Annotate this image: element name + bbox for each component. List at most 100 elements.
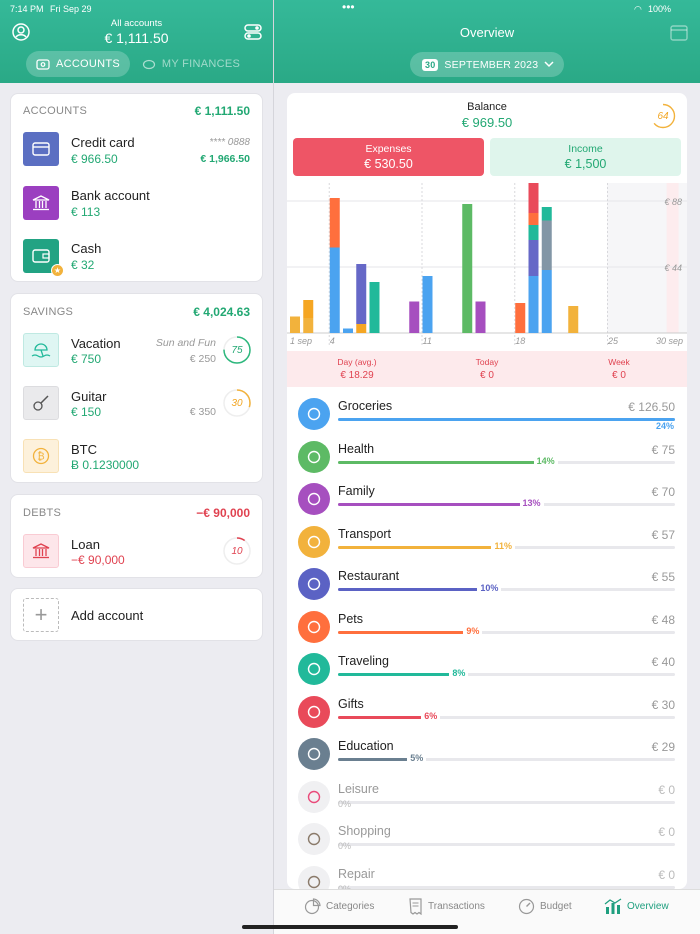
tab-budget[interactable]: Budget [518,898,572,915]
category-row-restaurant[interactable]: Restaurant € 55 10% [287,568,687,610]
category-progress-fill [338,588,479,591]
category-row-education[interactable]: Education € 29 5% [287,738,687,780]
accounts-header: All accounts € 1,111.50 ACCOUNTS MY FINA… [0,0,273,83]
tab-categories[interactable]: Categories [304,898,374,915]
split-divider [273,0,274,934]
savings-balance: Ƀ 0.1230000 [71,458,140,472]
account-balance: € 113 [71,205,101,219]
add-account-button[interactable]: + Add account [10,588,263,641]
calendar-icon[interactable] [669,22,689,42]
category-percent: 5% [407,753,427,763]
guitar-icon [23,386,59,420]
status-time: 7:14 PM [10,4,44,14]
category-name: Groceries [338,399,393,413]
card-limit: € 1,966.50 [200,153,250,165]
overview-panel: Balance € 969.50 64 Expenses € 530.50 In… [287,93,687,889]
profile-icon[interactable] [11,22,31,42]
plane-icon [298,653,330,685]
category-amount: € 40 [651,655,675,669]
chart-bar-day-19 [528,213,539,225]
category-row-gifts[interactable]: Gifts € 30 6% [287,695,687,738]
income-label: Income [568,143,603,155]
wifi-icon: ◠ [634,4,642,14]
tab-label: Transactions [428,901,485,912]
savings-item-guitar[interactable]: Guitar € 150 € 350 30 [11,384,262,434]
category-percent: 6% [421,710,441,721]
account-balance: € 32 [71,258,95,272]
brush-icon [298,865,330,889]
tab-accounts[interactable]: ACCOUNTS [26,51,130,77]
home-indicator [242,925,458,929]
savings-name: Vacation [71,336,121,351]
category-amount: € 75 [651,442,675,457]
category-row-traveling[interactable]: Traveling € 40 8% [287,653,687,695]
chevron-down-icon [544,61,554,68]
header-total: € 1,111.50 [104,30,169,46]
tab-overview[interactable]: Overview [604,898,669,915]
stat-value: € 18.29 [340,370,374,381]
bitcoin-icon: ₿ [23,439,59,473]
category-row-groceries[interactable]: Groceries € 126.50 24% [287,398,687,440]
tab-accounts-label: ACCOUNTS [55,58,121,70]
category-name: Family [338,484,375,498]
category-row-transport[interactable]: Transport € 57 11% [287,525,687,568]
tab-my-finances[interactable]: MY FINANCES [136,51,246,77]
score-badge[interactable]: 64 [650,103,676,129]
chart-bar-day-19 [528,240,539,276]
category-progress-track [338,630,675,634]
account-item-bank[interactable]: Bank account € 113 [11,183,262,233]
category-amount: € 126.50 [628,400,675,414]
category-progress-track [338,673,675,676]
progress-value: 75 [231,344,243,356]
section-title: SAVINGS [23,306,74,318]
tab-transactions[interactable]: Transactions [408,898,485,915]
card-number-masked: **** 0888 [209,137,250,148]
credit-card-icon [23,132,59,166]
savings-item-btc[interactable]: ₿ BTC Ƀ 0.1230000 [11,437,262,481]
x-tick-label: 1 sep [290,336,312,346]
stats-strip: Day (avg.) € 18.29 Today € 0 Week € 0 [287,351,687,387]
category-row-family[interactable]: Family € 70 13% [287,483,687,525]
category-progress-fill [338,758,409,761]
category-row-shopping[interactable]: Shopping € 0 0% [287,823,687,865]
tab-label: Overview [627,901,669,912]
expenses-tab[interactable]: Expenses € 530.50 [293,138,484,176]
svg-text:₿: ₿ [37,451,44,463]
multitask-dots-icon[interactable]: ••• [342,0,355,14]
chart-bar-day-6 [356,324,367,333]
category-amount: € 55 [651,570,675,584]
category-amount: € 70 [651,485,675,499]
category-row-health[interactable]: Health € 75 14% [287,440,687,483]
progress-ring: 75 [222,335,252,365]
category-row-repair[interactable]: Repair € 0 0% [287,865,687,889]
savings-item-vacation[interactable]: Vacation € 750 Sun and Fun € 250 75 [11,331,262,381]
piggy-bank-icon [142,59,155,70]
settings-toggle-icon[interactable] [243,22,263,42]
income-tab[interactable]: Income € 1,500 [490,138,681,176]
savings-section: SAVINGS € 4,024.63 Vacation € 750 Sun an… [10,293,263,483]
category-progress-fill [338,630,465,634]
savings-note: Sun and Fun [155,337,216,349]
category-name: Repair [338,866,375,881]
savings-goal: € 250 [189,353,216,365]
chart-bar-day-5 [343,328,353,333]
account-item-credit-card[interactable]: Credit card € 966.50 **** 0888 € 1,966.5… [11,130,262,180]
category-row-leisure[interactable]: Leisure € 0 0% [287,780,687,823]
category-list: Groceries € 126.50 24% Health € 75 14% Family €… [287,398,687,889]
section-title: ACCOUNTS [23,105,88,117]
category-name: Transport [338,526,392,541]
savings-balance: € 150 [71,405,102,419]
x-tick-label: 18 [515,336,525,346]
progress-value: 10 [231,545,243,557]
chart-bar-day-11 [422,276,433,333]
savings-goal: € 350 [189,406,216,418]
receipt-icon [409,898,422,915]
account-item-cash[interactable]: ★ Cash € 32 [11,236,262,280]
category-row-pets[interactable]: Pets € 48 9% [287,610,687,653]
period-selector[interactable]: 30 SEPTEMBER 2023 [410,52,564,77]
category-name: Education [338,739,394,753]
page-title: Overview [459,25,515,40]
debt-item-loan[interactable]: Loan −€ 90,000 10 [11,532,262,576]
book-icon [298,738,330,770]
chart-bar-day-2 [303,318,314,333]
